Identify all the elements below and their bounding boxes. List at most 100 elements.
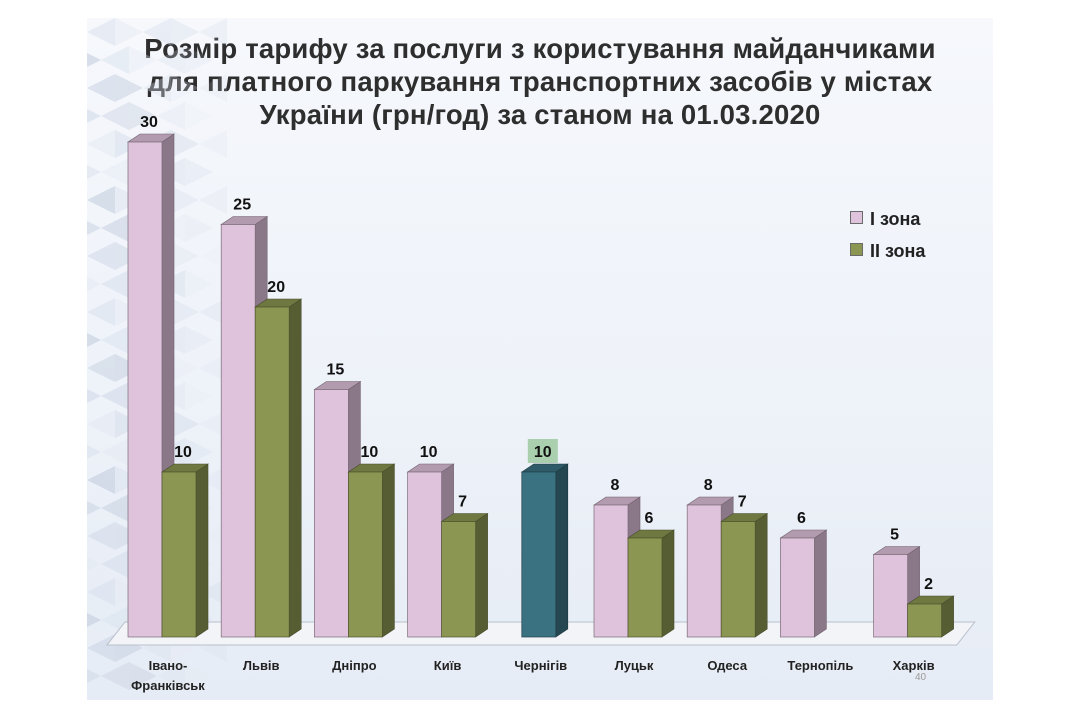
decor-triangle-96 — [101, 550, 129, 578]
decor-triangle-8 — [157, 46, 185, 74]
bar-zone2-5 — [627, 529, 675, 638]
decor-triangle-25 — [87, 165, 101, 179]
bar-zone2-1 — [254, 298, 303, 638]
bar-zone2-0-front — [161, 471, 197, 638]
bar-zone1-0-front — [127, 141, 163, 638]
decor-triangle-11 — [115, 74, 143, 102]
data-label-zone2-4: 10 — [534, 444, 552, 461]
decor-triangle-85 — [87, 501, 101, 515]
category-label-3-0: Київ — [434, 658, 462, 673]
decor-triangle-29 — [185, 158, 213, 186]
decor-triangle-16 — [101, 102, 129, 130]
title-line-3: України (грн/год) за станом на 01.03.202… — [259, 99, 821, 130]
decor-triangle-110 — [87, 634, 115, 662]
category-label-1-0: Львів — [243, 658, 280, 673]
decor-triangle-100 — [87, 578, 115, 606]
bar-zone2-8 — [906, 595, 955, 638]
category-label-5-0: Луцьк — [615, 658, 654, 673]
decor-triangle-53 — [171, 298, 199, 326]
decor-triangle-12 — [143, 74, 171, 102]
category-label-0-1: Франківськ — [131, 678, 205, 693]
legend-swatch-zone-1 — [850, 211, 863, 224]
bar-zone1-6-front — [686, 504, 722, 638]
decor-triangle-117 — [129, 662, 157, 690]
slide-number: 40 — [915, 672, 927, 683]
decor-triangle-35 — [87, 221, 101, 235]
data-label-zone1-0: 30 — [140, 114, 158, 131]
bar-zone1-7-side — [814, 529, 827, 638]
legend-item-zone-2: ІІ зона — [850, 241, 990, 267]
decor-triangle-73 — [171, 410, 199, 438]
bar-zone1-7-front — [780, 537, 815, 638]
decor-triangle-116 — [101, 662, 129, 690]
decor-triangle-45 — [87, 277, 101, 291]
bar-zone2-0 — [161, 463, 209, 638]
bar-zone2-2-side — [382, 463, 395, 638]
decor-triangle-10 — [87, 74, 115, 102]
bar-chart: 30 10 25 20 15 10 10 7 10 8 6 8 7 6 5 2 Івано- Франківсь… — [87, 18, 976, 693]
decor-triangle-65 — [87, 389, 101, 403]
decor-triangle-74 — [199, 410, 227, 438]
bar-zone2-4 — [520, 463, 569, 638]
data-label-zone1-8: 5 — [890, 527, 899, 544]
category-labels-layer: Івано- Франківськ Львів Дніпро Київ Чернігів Л… — [131, 658, 934, 693]
data-label-zone2-0: 10 — [174, 444, 192, 461]
decor-triangle-70 — [87, 410, 115, 438]
decor-triangle-64 — [199, 354, 227, 382]
bar-zone2-8-front — [907, 603, 942, 638]
bar-zone1-5 — [593, 496, 641, 638]
decor-triangle-43 — [171, 242, 199, 270]
bar-zone2-5-side — [661, 529, 675, 638]
decor-triangle-94 — [199, 522, 227, 550]
legend-label-zone-2: ІІ зона — [870, 241, 926, 261]
title-line-2: для платного паркування транспортних зас… — [147, 66, 933, 97]
decor-triangle-118 — [157, 662, 185, 690]
bar-zone2-6 — [720, 512, 769, 638]
decor-triangle-9 — [185, 46, 213, 74]
decor-triangle-54 — [199, 298, 227, 326]
decor-triangle-36 — [101, 214, 129, 242]
decor-triangle-30 — [87, 186, 115, 214]
decor-triangle-60 — [87, 354, 115, 382]
data-label-zone1-5: 8 — [611, 477, 620, 494]
data-label-zone1-2: 15 — [327, 362, 345, 379]
bar-zone1-1-front — [220, 224, 256, 638]
decor-triangle-24 — [199, 130, 227, 158]
category-label-4-0: Чернігів — [514, 658, 567, 673]
bar-zone1-3-front — [407, 471, 442, 638]
decor-triangle-17 — [129, 102, 157, 130]
decor-triangle-84 — [199, 466, 227, 494]
decor-triangle-90 — [87, 522, 115, 550]
data-label-zone2-8: 2 — [924, 576, 933, 593]
bar-zone2-1-front — [254, 306, 290, 638]
category-label-8-0: Харків — [893, 658, 935, 673]
decor-triangle-3 — [171, 18, 199, 46]
decor-triangle-0 — [87, 18, 115, 46]
title-line-1: Розмір тарифу за послуги з користування … — [144, 33, 936, 64]
decor-triangle-1 — [115, 18, 143, 46]
decor-triangle-115 — [87, 669, 101, 683]
data-label-zone2-5: 6 — [645, 510, 654, 527]
bar-zone2-2-front — [348, 471, 383, 638]
decor-triangle-76 — [101, 438, 129, 466]
decor-triangle-56 — [101, 326, 129, 354]
data-label-zone1-1: 25 — [233, 197, 251, 214]
decor-triangle-86 — [101, 494, 129, 522]
legend-item-zone-1: І зона — [850, 209, 990, 235]
decor-triangle-14 — [199, 74, 227, 102]
chart-title: Розмір тарифу за послуги з користування … — [87, 32, 993, 131]
decor-triangle-105 — [87, 613, 101, 627]
bar-zone2-6-side — [754, 512, 768, 638]
data-label-zone1-7: 6 — [797, 510, 806, 527]
category-label-6-0: Одеса — [707, 658, 747, 673]
decor-triangle-66 — [101, 382, 129, 410]
data-label-zone2-2: 10 — [361, 444, 379, 461]
slide: Розмір тарифу за послуги з користування … — [87, 18, 993, 700]
bar-zone1-7 — [779, 529, 828, 638]
decor-triangle-20 — [87, 130, 115, 158]
decor-triangle-4 — [199, 18, 227, 46]
decor-triangle-33 — [171, 186, 199, 214]
decor-triangle-39 — [185, 214, 213, 242]
decor-triangle-34 — [199, 186, 227, 214]
decor-triangle-95 — [87, 557, 101, 571]
